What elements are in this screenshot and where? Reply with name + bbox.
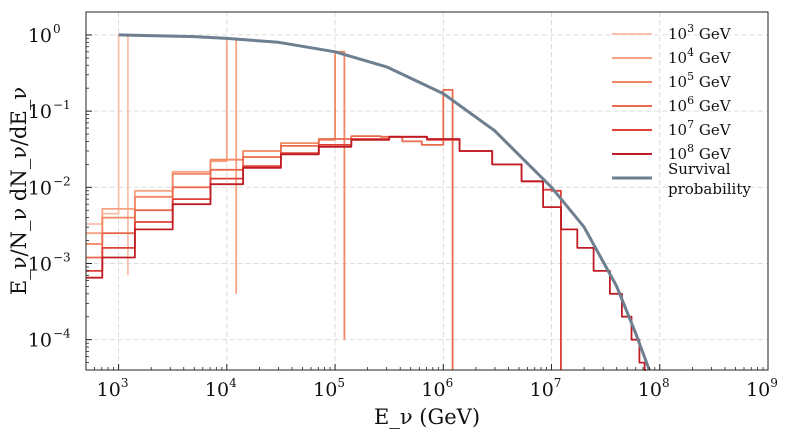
x-axis-label: E_ν (GeV) — [374, 405, 480, 429]
y-tick-exp: 0 — [53, 22, 61, 36]
series-group — [86, 33, 651, 371]
x-tick-exp: 6 — [446, 376, 454, 390]
legend-label-5: 108 GeV — [668, 142, 732, 163]
y-tick-label: 10 — [28, 330, 52, 352]
y-tick-exp: −4 — [53, 327, 71, 341]
y-tick-label: 10 — [28, 25, 52, 47]
x-tick-exp: 4 — [229, 376, 237, 390]
x-tick-label: 104 — [205, 376, 237, 401]
x-tick-label: 106 — [421, 376, 453, 401]
x-tick-label: 107 — [530, 376, 562, 401]
legend-label-4: 107 GeV — [668, 118, 732, 139]
y-tick-exp: −1 — [53, 98, 71, 112]
series-line-4 — [86, 135, 562, 370]
y-tick-base: 10 — [28, 330, 52, 352]
y-tick-base: 10 — [28, 177, 52, 199]
legend-label-1: 104 GeV — [668, 46, 732, 67]
y-tick-base: 10 — [28, 253, 52, 275]
series-line-3 — [86, 89, 454, 370]
series-line-2 — [86, 50, 346, 340]
x-tick-label: 109 — [746, 376, 778, 401]
plot-frame — [85, 11, 769, 371]
grid — [86, 12, 769, 370]
x-tick-label: 103 — [97, 376, 129, 401]
y-tick-exp: −3 — [53, 250, 71, 264]
y-tick-base: 10 — [28, 25, 52, 47]
x-tick-base: 10 — [313, 379, 337, 401]
x-tick-exp: 9 — [770, 376, 778, 390]
legend-label-3: 106 GeV — [668, 94, 732, 115]
x-tick-base: 10 — [205, 379, 229, 401]
x-tick-base: 10 — [638, 379, 662, 401]
x-tick-label: 108 — [638, 376, 670, 401]
x-tick-base: 10 — [530, 379, 554, 401]
legend-label-6: probability — [668, 180, 751, 198]
x-tick-exp: 3 — [121, 376, 129, 390]
y-axis-label: E_ν/N_ν dN_ν/dE_ν — [7, 87, 31, 295]
x-tick-base: 10 — [746, 379, 770, 401]
series-line-1 — [86, 37, 238, 294]
legend: 103 GeV 104 GeV 105 GeV 106 GeV 107 GeV 108 G… — [612, 22, 751, 198]
legend-label-0: 103 GeV — [668, 22, 732, 43]
y-tick-exp: −2 — [53, 174, 71, 188]
series-line-0 — [86, 34, 129, 276]
y-tick-label: 10 — [28, 177, 52, 199]
x-tick-base: 10 — [421, 379, 445, 401]
x-tick-exp: 8 — [662, 376, 670, 390]
y-tick-label: 10 — [28, 253, 52, 275]
x-tick-exp: 5 — [337, 376, 345, 390]
x-tick-label: 105 — [313, 376, 345, 401]
series-line-5 — [86, 135, 647, 371]
legend-label-6: Survival — [668, 160, 731, 178]
y-tick-label: 10 — [28, 101, 52, 123]
x-tick-exp: 7 — [554, 376, 562, 390]
x-tick-base: 10 — [97, 379, 121, 401]
legend-label-2: 105 GeV — [668, 70, 732, 91]
series-line-6 — [118, 33, 651, 371]
y-tick-base: 10 — [28, 101, 52, 123]
